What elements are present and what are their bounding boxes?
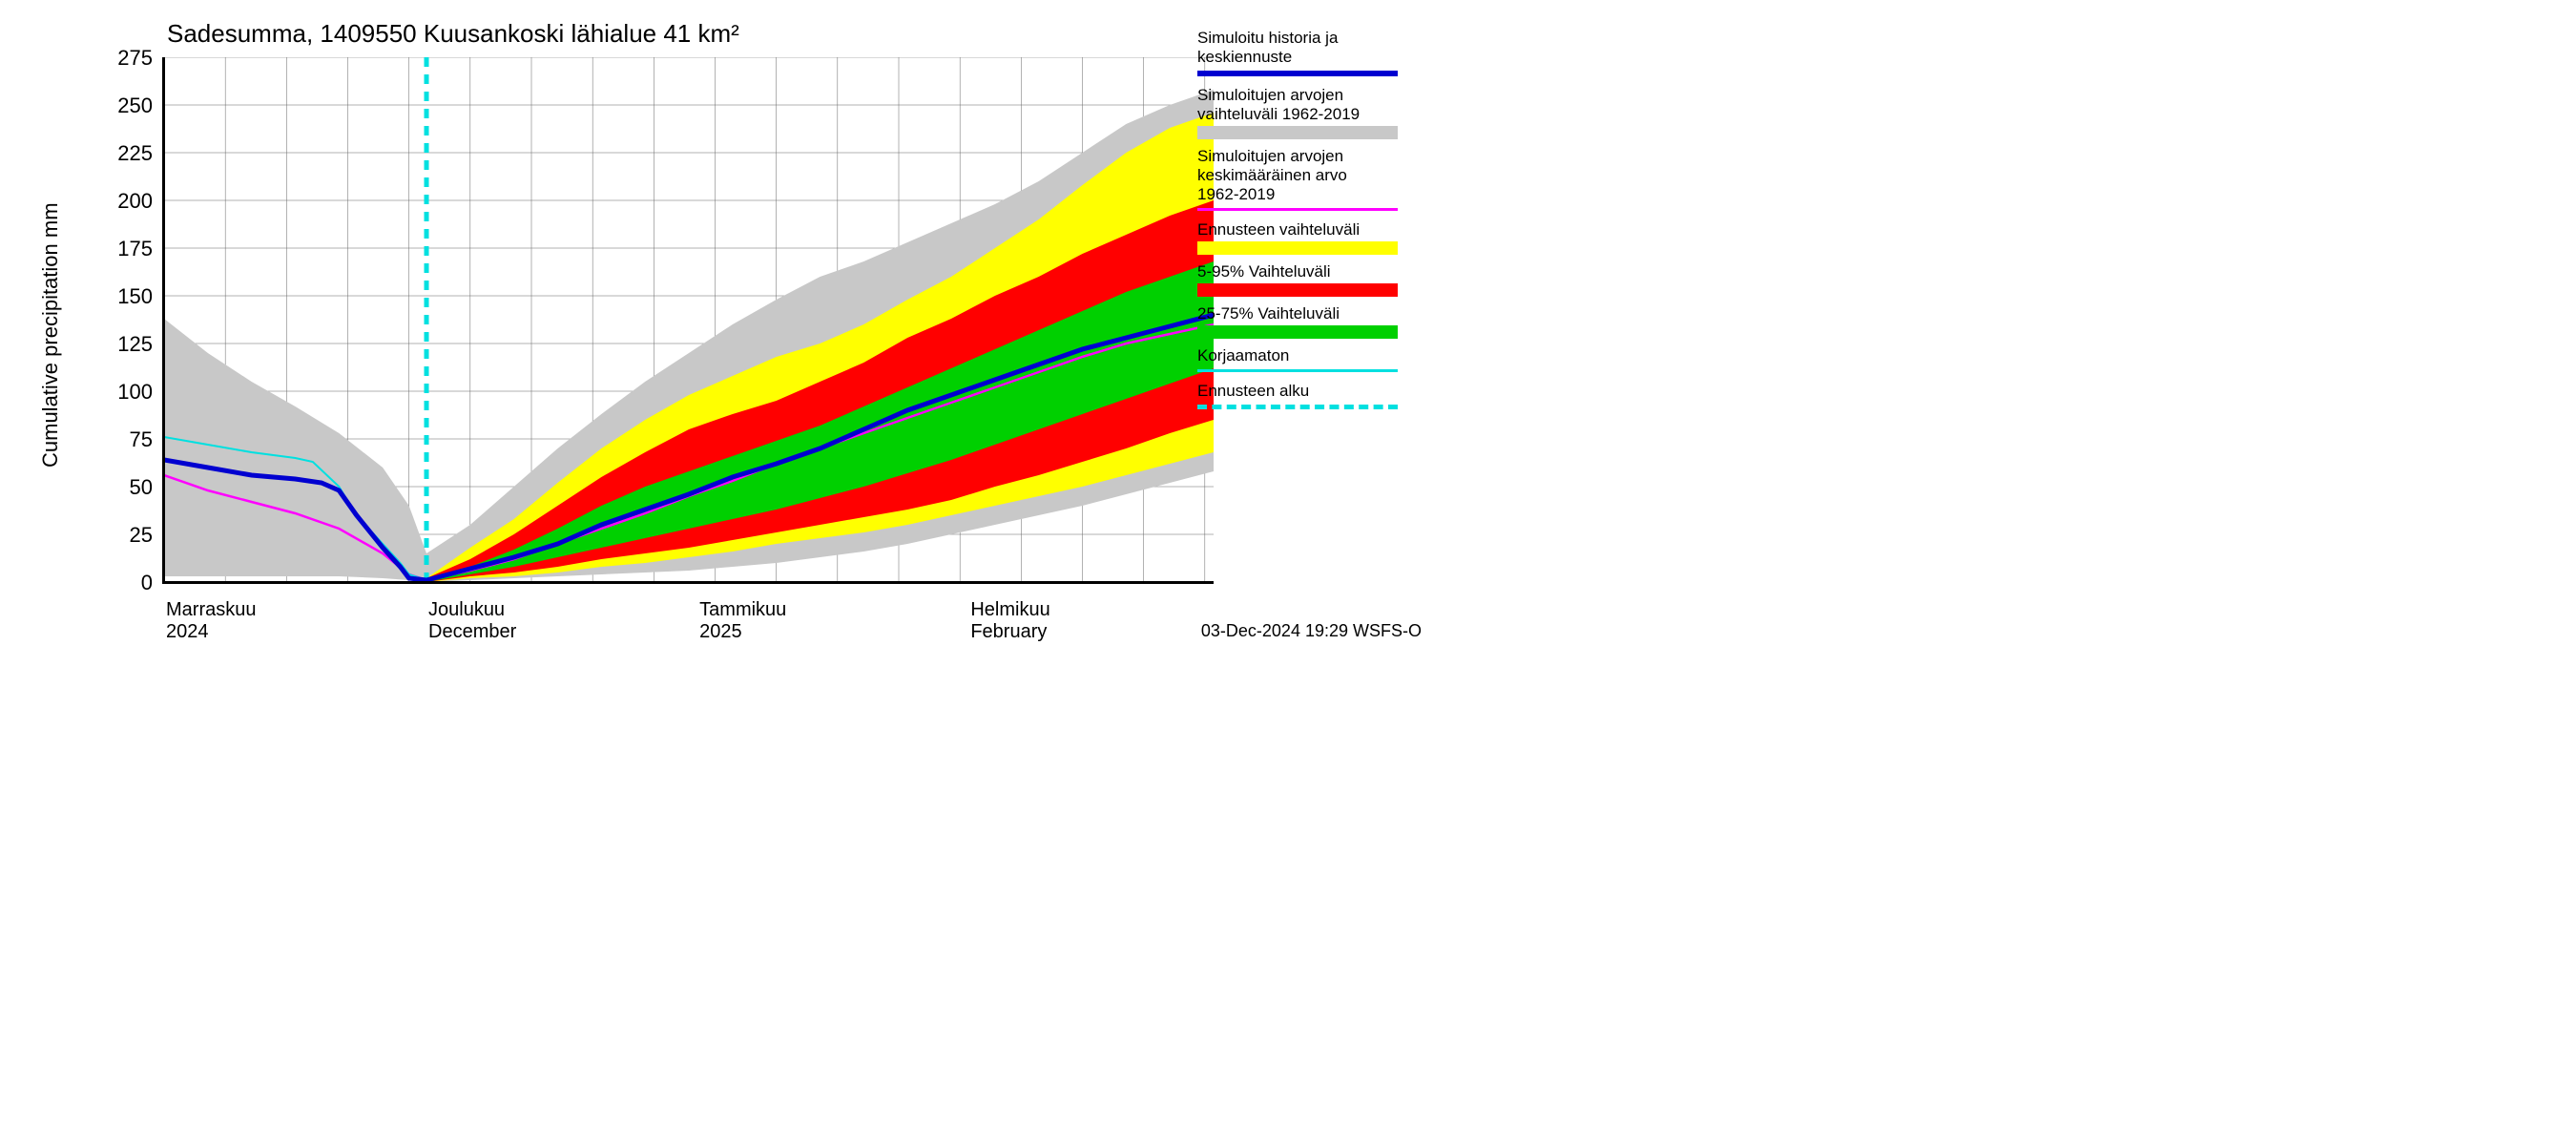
legend-dash xyxy=(1197,405,1398,409)
legend-line xyxy=(1197,369,1398,372)
y-tick-label: 0 xyxy=(105,571,153,595)
plot-svg xyxy=(164,57,1214,582)
y-tick-label: 225 xyxy=(105,141,153,166)
y-tick-label: 125 xyxy=(105,332,153,357)
legend-label: vaihteluväli 1962-2019 xyxy=(1197,105,1398,124)
legend-label: Simuloitu historia ja xyxy=(1197,29,1398,48)
legend-swatch xyxy=(1197,126,1398,139)
legend-label: 5-95% Vaihteluväli xyxy=(1197,262,1398,281)
legend-item: 25-75% Vaihteluväli xyxy=(1197,304,1398,339)
legend-item: 5-95% Vaihteluväli xyxy=(1197,262,1398,297)
y-axis-label: Cumulative precipitation mm xyxy=(38,202,63,468)
footer-timestamp: 03-Dec-2024 19:29 WSFS-O xyxy=(1201,621,1422,641)
y-tick-label: 200 xyxy=(105,189,153,214)
x-month-label: JoulukuuDecember xyxy=(428,599,516,643)
legend-item: Simuloitujen arvojenkeskimääräinen arvo … xyxy=(1197,147,1398,211)
legend: Simuloitu historia jakeskiennusteSimuloi… xyxy=(1197,29,1398,419)
legend-item: Korjaamaton xyxy=(1197,346,1398,372)
legend-label: Ennusteen alku xyxy=(1197,382,1398,401)
y-tick-label: 75 xyxy=(105,427,153,452)
legend-label: Korjaamaton xyxy=(1197,346,1398,365)
x-month-label: HelmikuuFebruary xyxy=(970,599,1049,643)
x-month-label: Marraskuu2024 xyxy=(166,599,256,643)
legend-label: keskimääräinen arvo xyxy=(1197,166,1398,185)
y-tick-label: 275 xyxy=(105,46,153,71)
legend-item: Simuloitujen arvojenvaihteluväli 1962-20… xyxy=(1197,86,1398,139)
y-tick-label: 150 xyxy=(105,284,153,309)
plot-area xyxy=(162,57,1214,584)
chart-container: Sadesumma, 1409550 Kuusankoski lähialue … xyxy=(0,0,1431,668)
legend-label: keskiennuste xyxy=(1197,48,1398,67)
legend-label: Simuloitujen arvojen xyxy=(1197,86,1398,105)
legend-item: Ennusteen alku xyxy=(1197,382,1398,409)
y-tick-label: 25 xyxy=(105,523,153,548)
legend-item: Ennusteen vaihteluväli xyxy=(1197,220,1398,255)
x-month-label: Tammikuu2025 xyxy=(699,599,786,643)
y-tick-label: 50 xyxy=(105,475,153,500)
y-tick-label: 100 xyxy=(105,380,153,405)
legend-swatch xyxy=(1197,283,1398,297)
y-tick-label: 175 xyxy=(105,237,153,261)
legend-label: 25-75% Vaihteluväli xyxy=(1197,304,1398,323)
legend-label: 1962-2019 xyxy=(1197,185,1398,204)
legend-item: Simuloitu historia jakeskiennuste xyxy=(1197,29,1398,76)
y-tick-label: 250 xyxy=(105,94,153,118)
legend-line xyxy=(1197,71,1398,76)
legend-label: Simuloitujen arvojen xyxy=(1197,147,1398,166)
legend-line xyxy=(1197,208,1398,211)
legend-label: Ennusteen vaihteluväli xyxy=(1197,220,1398,239)
chart-title: Sadesumma, 1409550 Kuusankoski lähialue … xyxy=(167,19,739,49)
legend-swatch xyxy=(1197,325,1398,339)
legend-swatch xyxy=(1197,241,1398,255)
